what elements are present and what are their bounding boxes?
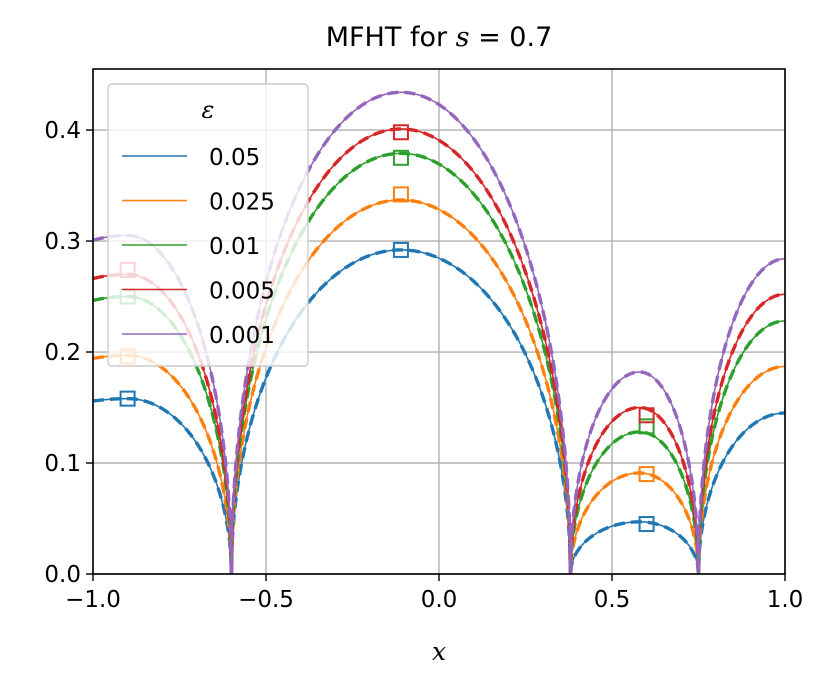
markers — [119, 124, 655, 533]
chart-title: MFHT for s = 0.7 — [326, 22, 553, 53]
y-tick-label: 0.3 — [44, 229, 81, 255]
y-axis: 0.0 0.1 0.2 0.3 0.4 — [44, 118, 93, 588]
y-tick-label: 0.0 — [44, 562, 81, 588]
legend: ε 0.05 0.025 0.01 0.005 0.001 — [107, 83, 309, 367]
series-dashed — [93, 248, 785, 574]
series-marker — [392, 149, 409, 166]
y-tick-label: 0.2 — [44, 340, 81, 366]
legend-label: 0.005 — [209, 279, 275, 305]
series-marker — [392, 186, 409, 203]
x-tick-label: −0.5 — [238, 587, 294, 613]
series-marker — [638, 466, 655, 483]
x-tick-label: 0.5 — [594, 587, 631, 613]
legend-label: 0.025 — [209, 190, 275, 216]
x-axis-label: x — [432, 637, 446, 666]
series-dashed — [93, 198, 785, 574]
series-marker — [119, 390, 136, 407]
y-tick-label: 0.1 — [44, 451, 81, 477]
series-marker — [638, 407, 655, 424]
legend-label: 0.001 — [209, 323, 275, 349]
series-marker — [638, 516, 655, 533]
series-marker — [638, 418, 655, 435]
legend-label: 0.01 — [209, 234, 260, 260]
x-tick-label: −1.0 — [65, 587, 121, 613]
x-axis: −1.0 −0.5 0.0 0.5 1.0 — [65, 574, 803, 613]
legend-box — [107, 83, 309, 367]
series-marker — [392, 124, 409, 141]
y-tick-label: 0.4 — [44, 118, 81, 144]
x-tick-label: 1.0 — [767, 587, 804, 613]
series-dashed — [93, 151, 785, 574]
legend-label: 0.05 — [209, 145, 260, 171]
series-dashed — [93, 127, 785, 574]
x-tick-label: 0.0 — [421, 587, 458, 613]
series-marker — [392, 241, 409, 258]
legend-title: ε — [202, 96, 215, 124]
